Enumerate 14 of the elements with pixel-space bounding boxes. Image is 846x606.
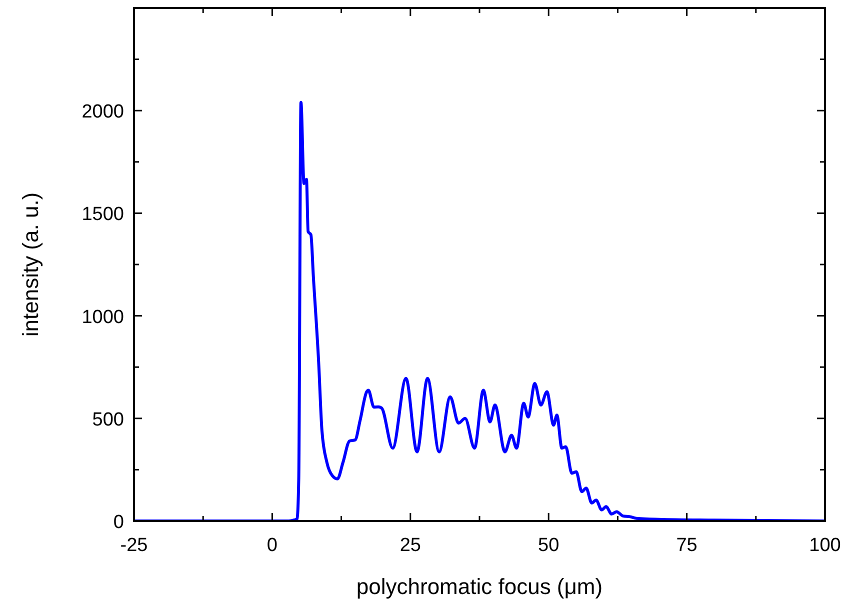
y-axis-title: intensity (a. u.) <box>18 192 43 337</box>
y-tick-label: 1000 <box>82 306 124 328</box>
x-tick-label: -25 <box>120 535 148 556</box>
y-tick-label: 1500 <box>82 204 124 226</box>
y-tick-label: 2000 <box>82 102 124 123</box>
y-tick-label: 500 <box>92 409 124 430</box>
y-tick-label: 0 <box>113 512 124 533</box>
line-series <box>134 100 825 521</box>
x-tick-label: 0 <box>266 535 278 556</box>
x-tick-label: 25 <box>400 535 421 556</box>
x-axis-title: polychromatic focus (μm) <box>356 574 603 599</box>
x-tick-label: 75 <box>676 535 698 556</box>
x-tick-label: 100 <box>809 535 841 556</box>
x-tick-label: 50 <box>538 535 560 556</box>
